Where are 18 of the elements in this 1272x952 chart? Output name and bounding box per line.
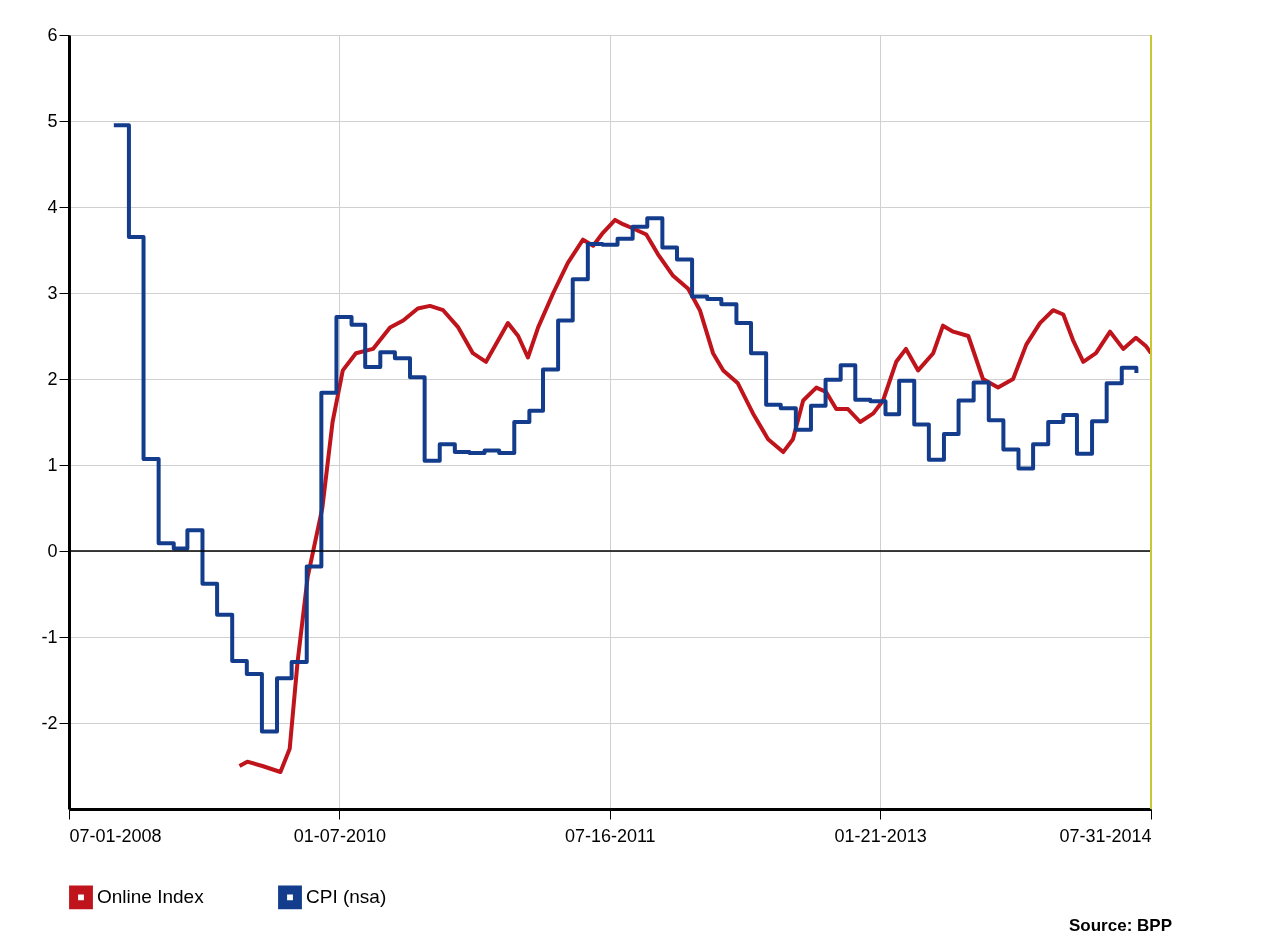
x-tick-label: 07-31-2014 — [1059, 825, 1152, 846]
y-tick-label: 6 — [47, 24, 58, 45]
y-tick-label: 4 — [47, 196, 58, 217]
y-tick-label: 1 — [47, 454, 58, 475]
legend-label: CPI (nsa) — [306, 886, 387, 908]
x-tick-label: 01-21-2013 — [834, 825, 927, 846]
source-note: Source: BPP — [1069, 916, 1172, 936]
line-series — [237, 217, 1151, 775]
x-tick-label: 07-01-2008 — [69, 825, 162, 846]
y-tick-label: 5 — [47, 110, 58, 131]
x-tick-label: 07-16-2011 — [564, 825, 656, 846]
x-tick-label: 01-07-2010 — [293, 825, 386, 846]
y-tick-label: 3 — [47, 282, 58, 303]
y-tick-label: -2 — [41, 712, 58, 733]
y-tick-label: 2 — [47, 368, 58, 389]
legend-label: Online Index — [97, 886, 205, 908]
y-tick-label: 0 — [47, 540, 58, 561]
y-tick-label: -1 — [41, 626, 58, 647]
